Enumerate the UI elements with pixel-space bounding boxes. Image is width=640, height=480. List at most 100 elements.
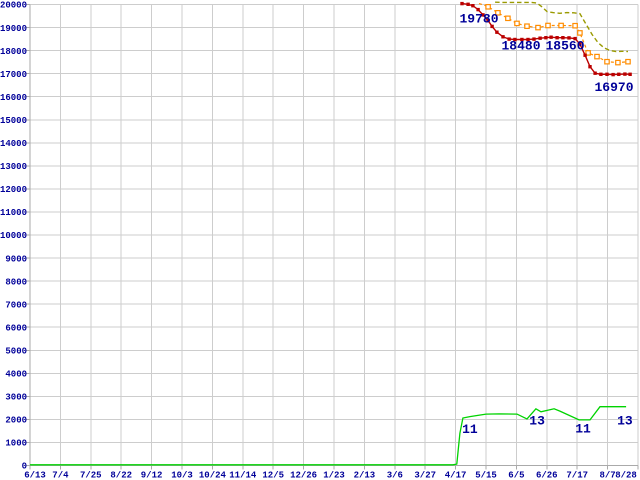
x-tick-label: 6/5: [508, 471, 524, 480]
y-tick-label: 6000: [5, 323, 27, 333]
red-series-marker: [599, 72, 603, 76]
y-tick-label: 18000: [0, 47, 27, 57]
red-series-marker: [588, 65, 592, 69]
orange-dashed-series-marker: [535, 24, 541, 31]
y-tick-label: 0: [22, 462, 27, 472]
y-tick-label: 20000: [0, 1, 27, 11]
orange-dashed-series-marker: [585, 50, 591, 56]
y-tick-label: 8000: [5, 277, 27, 287]
olive-dashed-series-line: [495, 1, 629, 53]
x-tick-label: 12/5: [262, 471, 284, 480]
value-annotation: 18560: [545, 39, 584, 54]
red-series-marker: [507, 37, 511, 41]
value-annotation: 18480: [501, 39, 540, 54]
orange-dashed-series-marker: [545, 22, 551, 29]
x-tick-label: 3/27: [414, 471, 436, 480]
red-series-marker: [471, 4, 475, 8]
red-series-marker: [501, 35, 505, 39]
y-tick-label: 5000: [5, 346, 27, 356]
y-tick-label: 1000: [5, 439, 27, 449]
y-tick-label: 19000: [0, 24, 27, 34]
x-tick-label: 7/4: [52, 471, 69, 480]
red-series-marker: [593, 71, 597, 75]
red-series-marker: [466, 2, 470, 6]
x-tick-label: 6/13: [24, 471, 46, 480]
red-series-marker: [549, 35, 553, 39]
red-series-marker: [567, 36, 571, 40]
x-tick-label: 10/24: [199, 471, 227, 480]
value-annotation: 11: [575, 422, 591, 437]
x-tick-label: 7/17: [566, 471, 588, 480]
x-tick-label: 10/3: [171, 471, 193, 480]
x-tick-label: 7/25: [80, 471, 102, 480]
x-tick-label: 9/12: [141, 471, 163, 480]
y-tick-label: 16000: [0, 93, 27, 103]
orange-dashed-series-marker: [505, 15, 511, 22]
x-tick-label: 3/6: [387, 471, 403, 480]
red-series-marker: [486, 18, 490, 23]
orange-dashed-series-marker: [572, 22, 578, 29]
x-tick-label: 4/17: [445, 471, 467, 480]
y-tick-label: 9000: [5, 254, 27, 264]
red-series-marker: [561, 36, 565, 40]
red-series-marker: [490, 24, 494, 29]
value-annotation: 13: [617, 414, 633, 429]
y-tick-label: 7000: [5, 300, 27, 310]
y-tick-label: 11000: [0, 208, 27, 218]
value-annotation: 11: [462, 422, 478, 437]
x-tick-label: 8/7: [599, 471, 615, 480]
red-series-marker: [578, 42, 582, 46]
red-series-marker: [520, 37, 524, 42]
red-series-marker: [583, 53, 587, 57]
red-series-marker: [476, 7, 480, 12]
red-series-marker: [544, 36, 548, 40]
red-series-marker: [513, 37, 517, 42]
red-series-marker: [573, 36, 577, 41]
value-annotation: 19780: [459, 12, 498, 27]
orange-dashed-series-marker: [594, 53, 600, 60]
red-series-marker: [481, 13, 485, 17]
orange-dashed-series-marker: [604, 58, 610, 65]
y-tick-label: 4000: [5, 370, 27, 380]
orange-dashed-series-marker: [495, 10, 501, 16]
x-tick-label: 5/15: [475, 471, 497, 480]
x-tick-label: 1/23: [323, 471, 345, 480]
orange-dashed-series-marker: [625, 58, 631, 65]
x-tick-label: 8/22: [110, 471, 132, 480]
value-annotation: 13: [529, 414, 545, 429]
orange-dashed-series-marker: [485, 3, 491, 10]
orange-dashed-series-marker: [514, 20, 520, 27]
red-series-marker: [538, 36, 542, 40]
green-series-line: [30, 406, 627, 466]
red-series-marker: [460, 1, 464, 6]
x-tick-label: 8/28: [615, 471, 637, 480]
orange-dashed-series-marker: [615, 59, 621, 66]
red-series-marker: [495, 30, 499, 34]
y-tick-label: 15000: [0, 116, 27, 126]
x-tick-label: 2/13: [354, 471, 376, 480]
y-tick-label: 13000: [0, 162, 27, 172]
y-tick-label: 2000: [5, 416, 27, 426]
red-series-marker: [617, 72, 621, 76]
x-tick-label: 6/26: [536, 471, 558, 480]
y-tick-label: 12000: [0, 185, 27, 195]
y-tick-label: 10000: [0, 231, 27, 241]
y-tick-label: 14000: [0, 139, 27, 149]
red-series-marker: [605, 72, 609, 76]
red-series-marker: [623, 72, 627, 76]
orange-dashed-series-marker: [524, 23, 530, 30]
orange-dashed-series-marker: [558, 22, 564, 29]
value-annotation: 16970: [594, 80, 633, 95]
red-series-marker: [526, 37, 530, 42]
x-tick-label: 11/14: [229, 471, 257, 480]
orange-dashed-series-marker: [577, 30, 583, 36]
red-series-marker: [628, 72, 632, 76]
y-tick-label: 17000: [0, 70, 27, 80]
x-tick-label: 12/26: [290, 471, 317, 480]
y-tick-label: 3000: [5, 393, 27, 403]
red-series-marker: [532, 37, 536, 41]
red-series-marker: [611, 72, 615, 77]
red-series-marker: [555, 36, 559, 40]
